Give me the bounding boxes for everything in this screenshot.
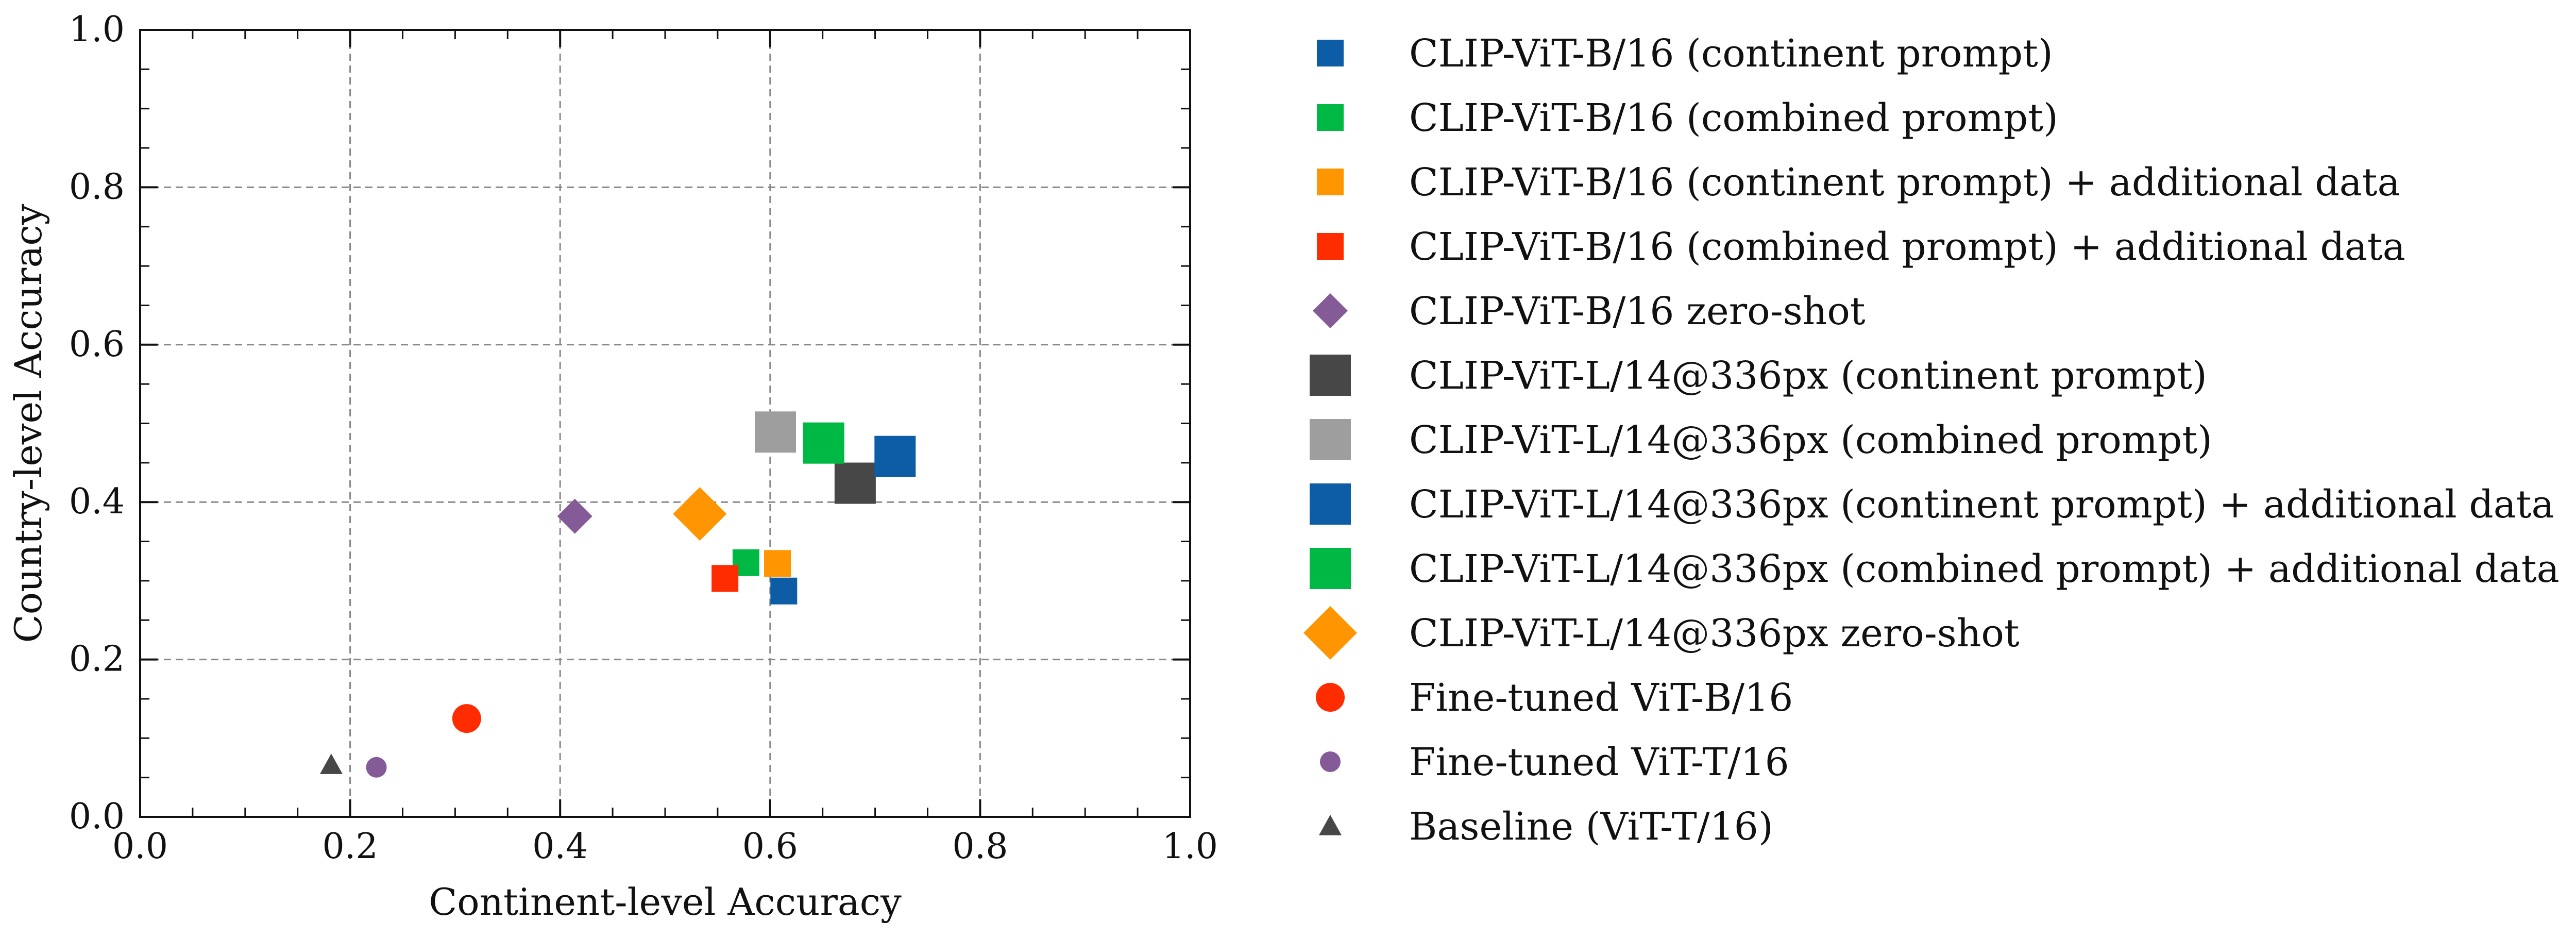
legend-marker [1313,293,1348,328]
y-tick-label: 1.0 [69,9,125,50]
legend-marker [1310,483,1351,525]
legend-item: CLIP-ViT-B/16 (continent prompt) + addit… [1317,160,2400,205]
legend-item: CLIP-ViT-B/16 (combined prompt) [1317,96,2058,140]
legend-label: CLIP-ViT-L/14@336px (continent prompt) +… [1409,482,2554,527]
data-point [366,757,387,778]
data-point [754,411,796,453]
x-tick-label: 1.0 [1162,826,1218,867]
x-tick-labels: 0.0 0.2 0.4 0.6 0.8 1.0 [112,826,1218,867]
legend-marker [1310,419,1351,460]
data-point [319,753,343,774]
legend-marker [1310,355,1351,396]
data-point [673,487,727,541]
legend-marker [1320,751,1341,772]
legend-label: CLIP-ViT-B/16 zero-shot [1409,289,1866,333]
y-tick-labels: 0.0 0.2 0.4 0.6 0.8 1.0 [69,9,125,837]
x-tick-label: 0.0 [112,826,168,867]
y-tick-label: 0.6 [69,324,125,365]
legend-marker [1317,233,1344,260]
x-tick-label: 0.2 [323,826,378,867]
legend-item: CLIP-ViT-B/16 (combined prompt) + additi… [1317,225,2405,269]
data-point [834,462,876,504]
y-axis-label: Country-level Accuracy [7,204,50,643]
legend-item: CLIP-ViT-B/16 zero-shot [1313,289,1866,333]
legend-marker [1319,815,1342,835]
legend-item: CLIP-ViT-B/16 (continent prompt) [1317,31,2053,76]
data-point [452,704,481,733]
legend-label: CLIP-ViT-L/14@336px (continent prompt) [1409,354,2207,398]
plot-frame [139,29,1191,818]
x-axis-label: Continent-level Accuracy [429,880,902,924]
legend-label: Baseline (ViT-T/16) [1409,805,1773,849]
legend-label: CLIP-ViT-L/14@336px zero-shot [1409,611,2020,656]
legend-label: Fine-tuned ViT-T/16 [1409,740,1789,784]
legend-item: Fine-tuned ViT-B/16 [1316,676,1793,720]
legend-item: Fine-tuned ViT-T/16 [1320,740,1789,784]
data-point [557,498,592,534]
data-point [770,577,798,605]
legend-marker [1317,169,1344,195]
legend: CLIP-ViT-B/16 (continent prompt) CLIP-ViT… [1303,31,2560,849]
y-tick-label: 0.0 [69,796,125,837]
legend-label: CLIP-ViT-B/16 (continent prompt) [1409,31,2053,76]
legend-label: Fine-tuned ViT-B/16 [1409,676,1793,720]
data-points [319,411,916,778]
legend-item: CLIP-ViT-L/14@336px (continent prompt) +… [1310,482,2554,527]
legend-item: CLIP-ViT-L/14@336px (combined prompt) + … [1310,547,2560,591]
legend-label: CLIP-ViT-B/16 (combined prompt) [1409,96,2058,140]
y-tick-label: 0.4 [69,481,125,522]
legend-item: Baseline (ViT-T/16) [1319,805,1773,849]
legend-item: CLIP-ViT-L/14@336px (continent prompt) [1310,354,2207,398]
data-point [803,422,844,464]
legend-marker [1317,40,1344,66]
legend-label: CLIP-ViT-B/16 (combined prompt) + additi… [1409,225,2405,269]
data-point [711,565,739,592]
legend-label: CLIP-ViT-B/16 (continent prompt) + addit… [1409,160,2400,205]
data-point [764,550,791,577]
legend-marker [1316,683,1345,712]
legend-marker [1303,606,1357,660]
x-tick-label: 0.6 [742,826,798,867]
legend-item: CLIP-ViT-L/14@336px zero-shot [1303,606,2020,660]
legend-label: CLIP-ViT-L/14@336px (combined prompt) [1409,418,2212,462]
data-point [874,435,916,477]
y-tick-label: 0.8 [69,166,125,207]
legend-label: CLIP-ViT-L/14@336px (combined prompt) + … [1409,547,2560,591]
x-tick-label: 0.4 [532,826,588,867]
minor-ticks [140,30,1190,817]
legend-item: CLIP-ViT-L/14@336px (combined prompt) [1310,418,2212,462]
x-tick-label: 0.8 [952,826,1008,867]
y-tick-label: 0.2 [69,639,125,680]
legend-marker [1317,104,1344,131]
legend-marker [1310,548,1351,589]
